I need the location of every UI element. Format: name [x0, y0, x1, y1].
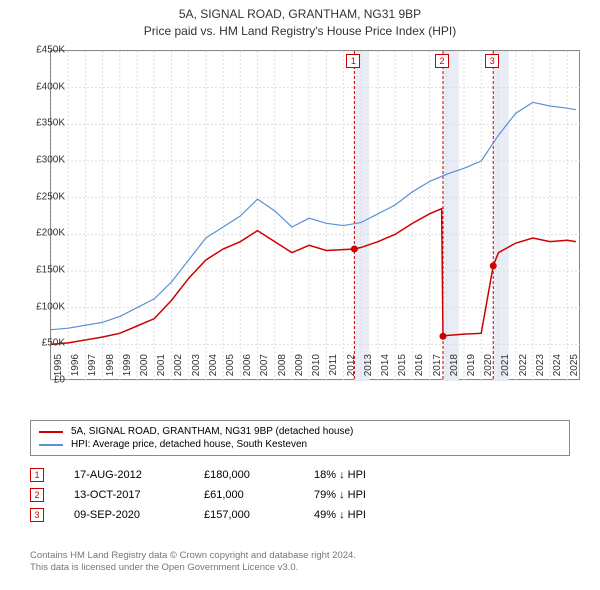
legend-swatch [39, 444, 63, 446]
event-delta: 18% ↓ HPI [314, 469, 414, 481]
x-tick-label: 2012 [346, 354, 357, 384]
x-tick-label: 2023 [535, 354, 546, 384]
y-tick-label: £400K [25, 81, 65, 92]
x-tick-label: 2015 [397, 354, 408, 384]
event-price: £61,000 [204, 489, 284, 501]
x-tick-label: 2024 [552, 354, 563, 384]
legend-box: 5A, SIGNAL ROAD, GRANTHAM, NG31 9BP (det… [30, 420, 570, 456]
x-tick-label: 2022 [518, 354, 529, 384]
y-tick-label: £300K [25, 155, 65, 166]
x-tick-label: 2011 [328, 354, 339, 384]
event-date: 09-SEP-2020 [74, 509, 174, 521]
x-tick-label: 2025 [569, 354, 580, 384]
event-price: £157,000 [204, 509, 284, 521]
x-tick-label: 2014 [380, 354, 391, 384]
x-tick-label: 1995 [53, 354, 64, 384]
event-delta: 49% ↓ HPI [314, 509, 414, 521]
footer-line: Contains HM Land Registry data © Crown c… [30, 550, 570, 562]
x-tick-label: 2002 [173, 354, 184, 384]
legend-swatch [39, 431, 63, 433]
x-tick-label: 1999 [122, 354, 133, 384]
event-row: 2 13-OCT-2017 £61,000 79% ↓ HPI [30, 485, 570, 505]
legend-row: 5A, SIGNAL ROAD, GRANTHAM, NG31 9BP (det… [39, 425, 561, 438]
event-marker-icon: 3 [30, 508, 44, 522]
y-tick-label: £100K [25, 301, 65, 312]
x-tick-label: 2004 [208, 354, 219, 384]
footer-line: This data is licensed under the Open Gov… [30, 562, 570, 574]
x-tick-label: 1998 [105, 354, 116, 384]
chart-event-marker-icon: 1 [346, 54, 360, 68]
y-tick-label: £50K [25, 338, 65, 349]
x-tick-label: 2019 [466, 354, 477, 384]
chart-event-marker-icon: 3 [485, 54, 499, 68]
legend-row: HPI: Average price, detached house, Sout… [39, 438, 561, 451]
event-row: 1 17-AUG-2012 £180,000 18% ↓ HPI [30, 465, 570, 485]
x-tick-label: 2016 [414, 354, 425, 384]
chart-svg [51, 51, 581, 381]
x-tick-label: 2020 [483, 354, 494, 384]
x-tick-label: 2000 [139, 354, 150, 384]
x-tick-label: 2017 [432, 354, 443, 384]
chart-container: 5A, SIGNAL ROAD, GRANTHAM, NG31 9BP Pric… [0, 0, 600, 590]
x-tick-label: 2013 [363, 354, 374, 384]
x-tick-label: 2005 [225, 354, 236, 384]
footer-attribution: Contains HM Land Registry data © Crown c… [30, 550, 570, 575]
legend-label: 5A, SIGNAL ROAD, GRANTHAM, NG31 9BP (det… [71, 426, 353, 437]
event-date: 17-AUG-2012 [74, 469, 174, 481]
y-tick-label: £450K [25, 45, 65, 56]
x-tick-label: 1996 [70, 354, 81, 384]
x-tick-label: 2003 [191, 354, 202, 384]
event-date: 13-OCT-2017 [74, 489, 174, 501]
event-marker-icon: 2 [30, 488, 44, 502]
legend-label: HPI: Average price, detached house, Sout… [71, 439, 307, 450]
y-tick-label: £250K [25, 191, 65, 202]
x-tick-label: 1997 [87, 354, 98, 384]
chart-plot-area [50, 50, 580, 380]
event-row: 3 09-SEP-2020 £157,000 49% ↓ HPI [30, 505, 570, 525]
chart-event-marker-icon: 2 [435, 54, 449, 68]
event-delta: 79% ↓ HPI [314, 489, 414, 501]
event-price: £180,000 [204, 469, 284, 481]
title-block: 5A, SIGNAL ROAD, GRANTHAM, NG31 9BP Pric… [0, 0, 600, 40]
x-tick-label: 2018 [449, 354, 460, 384]
event-table: 1 17-AUG-2012 £180,000 18% ↓ HPI 2 13-OC… [30, 465, 570, 525]
title-line-2: Price paid vs. HM Land Registry's House … [0, 23, 600, 40]
x-tick-label: 2007 [259, 354, 270, 384]
y-tick-label: £200K [25, 228, 65, 239]
x-tick-label: 2006 [242, 354, 253, 384]
title-line-1: 5A, SIGNAL ROAD, GRANTHAM, NG31 9BP [0, 6, 600, 23]
event-marker-icon: 1 [30, 468, 44, 482]
y-tick-label: £150K [25, 265, 65, 276]
x-tick-label: 2008 [277, 354, 288, 384]
x-tick-label: 2009 [294, 354, 305, 384]
x-tick-label: 2010 [311, 354, 322, 384]
x-tick-label: 2021 [500, 354, 511, 384]
x-tick-label: 2001 [156, 354, 167, 384]
y-tick-label: £350K [25, 118, 65, 129]
